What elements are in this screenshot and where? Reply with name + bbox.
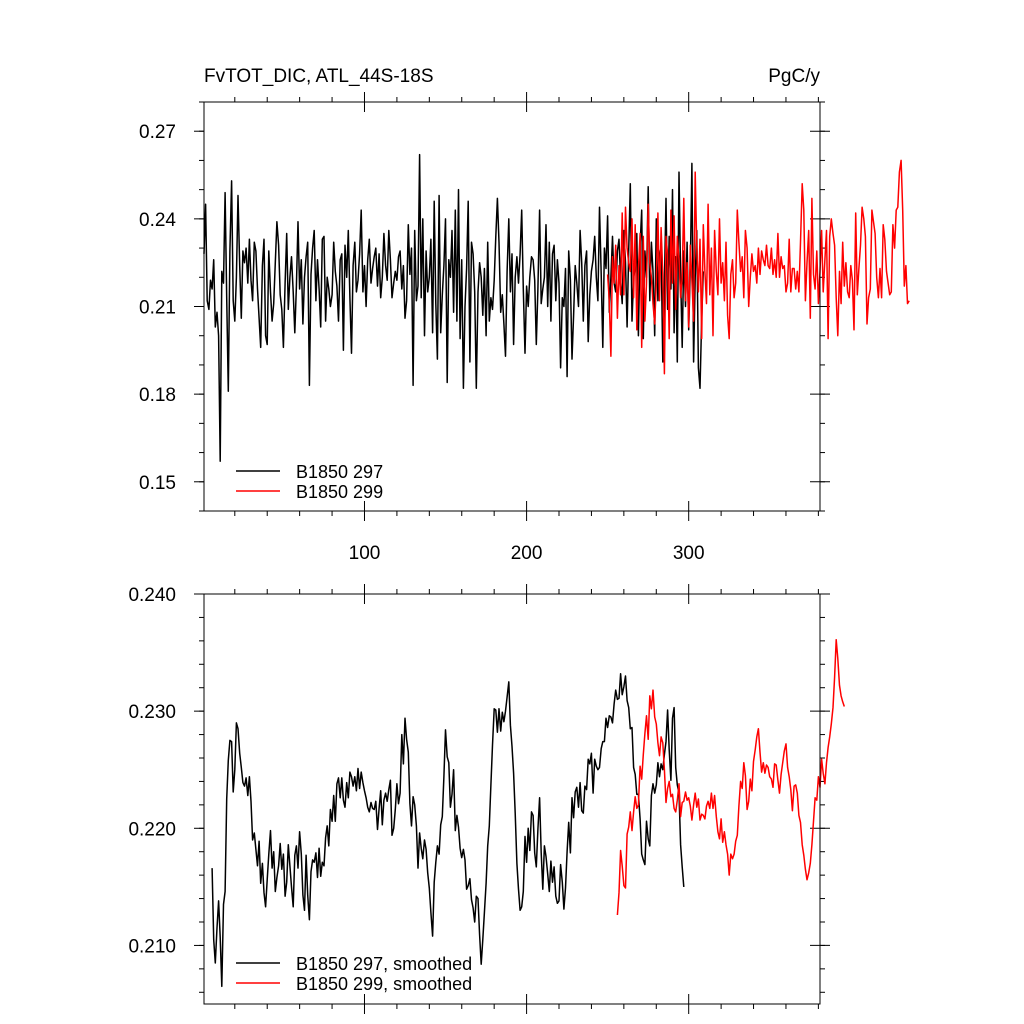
- bottom-y-axis: 0.210 0.220 0.230 0.240: [128, 585, 830, 957]
- bottom-series: [211, 638, 846, 988]
- top-minor-ticks: [199, 92, 825, 521]
- bottom-panel: 0.210 0.220 0.230 0.240 B1850 297, smoothed…: [128, 584, 846, 1014]
- top-legend: B1850 297 B1850 299: [236, 462, 383, 502]
- legend-label-297-smoothed: B1850 297, smoothed: [296, 954, 472, 974]
- series-line-b1850-299-smoothed: [616, 638, 846, 916]
- top-plot-frame: [203, 101, 821, 512]
- top-units: PgC/y: [768, 66, 820, 87]
- top-panel: FvTOT_DIC, ATL_44S-18S PgC/y 0.15 0.18 0.2…: [139, 66, 910, 564]
- y-tick-label: 0.210: [128, 936, 176, 957]
- y-tick-label: 0.230: [128, 702, 176, 723]
- bottom-minor-ticks: [199, 584, 825, 1014]
- series-line-b1850-297: [203, 153, 705, 463]
- x-tick-label: 200: [511, 543, 543, 564]
- top-series: [203, 153, 910, 463]
- series-line-b1850-297-smoothed: [211, 672, 685, 988]
- series-line-b1850-299: [606, 159, 910, 375]
- legend-label-299: B1850 299: [296, 482, 383, 502]
- x-tick-label: 100: [349, 543, 381, 564]
- y-tick-label: 0.21: [139, 298, 176, 319]
- top-title: FvTOT_DIC, ATL_44S-18S: [204, 66, 434, 87]
- top-y-axis: 0.15 0.18 0.21 0.24 0.27: [139, 122, 830, 494]
- x-tick-label: 300: [673, 543, 705, 564]
- y-tick-label: 0.240: [128, 585, 176, 606]
- y-tick-label: 0.24: [139, 210, 176, 231]
- y-tick-label: 0.27: [139, 122, 176, 143]
- y-tick-label: 0.15: [139, 473, 176, 494]
- bottom-plot-frame: [203, 593, 821, 1005]
- legend-label-297: B1850 297: [296, 462, 383, 482]
- bottom-legend: B1850 297, smoothed B1850 299, smoothed: [236, 954, 472, 994]
- top-x-axis: 100 200 300: [349, 543, 705, 564]
- legend-label-299-smoothed: B1850 299, smoothed: [296, 974, 472, 994]
- y-tick-label: 0.18: [139, 385, 176, 406]
- y-tick-label: 0.220: [128, 819, 176, 840]
